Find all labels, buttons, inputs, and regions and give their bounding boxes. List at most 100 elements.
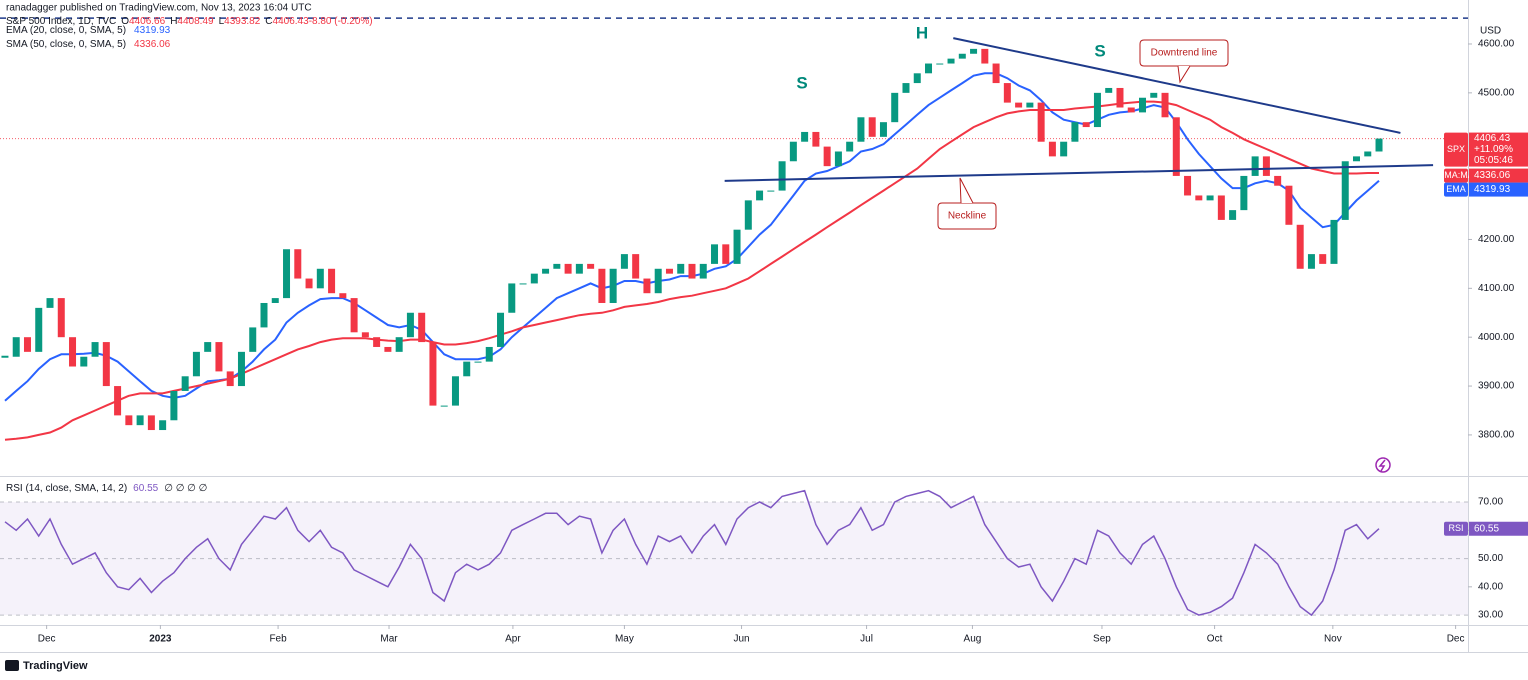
candle — [711, 244, 719, 264]
candle — [1285, 185, 1293, 225]
candle — [981, 48, 989, 64]
candle — [204, 342, 212, 352]
candle — [1206, 195, 1214, 201]
candle — [542, 268, 550, 274]
candle — [1060, 141, 1068, 157]
candle — [789, 141, 797, 162]
quote-key: C — [265, 16, 272, 27]
x-tick-label: Jul — [860, 634, 873, 645]
last-price-badge-value-label: 05:05:46 — [1474, 155, 1513, 166]
indicator-value: 4319.93 — [134, 25, 171, 36]
candle — [1048, 141, 1056, 157]
candle — [767, 190, 775, 192]
candle — [823, 146, 831, 167]
alert-bolt — [1378, 459, 1386, 472]
quote-key: O — [121, 16, 129, 27]
candle — [801, 131, 809, 142]
candle — [1217, 195, 1225, 220]
x-tick-label: Aug — [964, 634, 982, 645]
candle — [902, 83, 910, 93]
candle — [497, 312, 505, 347]
x-tick-label: 2023 — [149, 634, 172, 645]
candle — [564, 263, 572, 274]
pattern-label: H — [916, 23, 928, 42]
candle — [102, 342, 110, 387]
candle — [778, 161, 786, 191]
last-price-badge-value-label: 4406.43 — [1474, 133, 1511, 144]
candle — [23, 337, 31, 352]
callout — [1139, 39, 1229, 67]
candle — [159, 420, 167, 431]
candle — [947, 58, 955, 64]
candle — [632, 254, 640, 279]
candle — [688, 263, 696, 279]
candle — [80, 356, 88, 367]
x-tick-label: Nov — [1324, 634, 1342, 645]
candle — [992, 63, 1000, 84]
candle — [665, 268, 673, 274]
indicator-legend: SMA (50, close, 0, SMA, 5) 4336.06 — [6, 39, 171, 50]
candle — [1161, 92, 1169, 118]
candle — [1150, 92, 1158, 98]
candle — [283, 249, 291, 299]
callout — [937, 202, 997, 230]
x-tick-label: Dec — [1447, 634, 1465, 645]
candle — [147, 415, 155, 431]
candle — [1093, 92, 1101, 128]
rsi-name: RSI (14, close, SMA, 14, 2) — [6, 483, 127, 494]
x-tick-label: Jun — [733, 634, 749, 645]
candle — [136, 415, 144, 426]
candle — [970, 48, 978, 54]
candle — [384, 346, 392, 352]
quote-value: 4393.82 — [224, 16, 261, 27]
x-tick-label: Oct — [1207, 634, 1223, 645]
indicator-name: SMA (50, close, 0, SMA, 5) — [6, 39, 126, 50]
candle — [609, 268, 617, 303]
candle — [1262, 156, 1270, 176]
x-tick-label: Apr — [505, 634, 521, 645]
quote-key: L — [219, 16, 225, 27]
candle — [1172, 117, 1180, 176]
candle — [1307, 254, 1315, 269]
candle — [553, 263, 561, 269]
last-price-badge-key-label: SPX — [1447, 144, 1465, 154]
candle — [1105, 87, 1113, 93]
rsi-tick-label: 70.00 — [1478, 497, 1503, 508]
candle — [429, 342, 437, 406]
candle — [733, 229, 741, 264]
candle — [1116, 87, 1124, 108]
rsi-line — [4, 489, 1380, 617]
rsi-badge-value — [1469, 521, 1528, 536]
candle — [1026, 102, 1034, 108]
x-tick-label: Sep — [1093, 634, 1111, 645]
candle — [958, 53, 966, 59]
candle — [249, 327, 257, 352]
candle — [451, 376, 459, 406]
rsi-legend: RSI (14, close, SMA, 14, 2) 60.55 ∅ ∅ ∅ ∅ — [6, 483, 207, 494]
candle — [1127, 107, 1135, 113]
ma-badge-key — [1444, 168, 1468, 183]
candle — [1352, 156, 1360, 162]
candle — [1330, 219, 1338, 264]
candle — [57, 298, 65, 338]
callout-label: Neckline — [948, 211, 987, 222]
candle — [328, 268, 336, 294]
quote-value: 4406.43 — [273, 16, 310, 27]
last-price-badge-key — [1444, 132, 1468, 167]
candle — [1082, 122, 1090, 128]
candle — [373, 337, 381, 347]
candle — [418, 312, 426, 343]
candle — [440, 405, 448, 407]
candle — [1139, 97, 1147, 113]
candle — [508, 283, 516, 313]
ma-badge-value — [1469, 182, 1528, 197]
rsi-tick-label: 50.00 — [1478, 553, 1503, 564]
candle — [1003, 83, 1011, 103]
logo-mark — [5, 660, 19, 671]
candle — [834, 151, 842, 167]
tradingview-logo: TradingView — [5, 660, 88, 672]
candle — [1375, 138, 1383, 152]
callout-label: Downtrend line — [1151, 48, 1218, 59]
quote-key: H — [170, 16, 177, 27]
